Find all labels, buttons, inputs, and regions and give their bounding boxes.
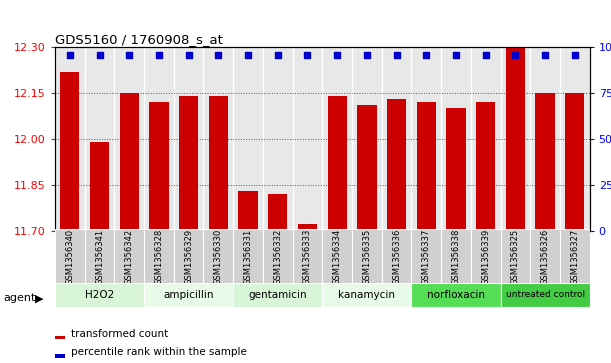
Bar <box>233 283 323 307</box>
Bar <box>263 229 293 285</box>
Text: transformed count: transformed count <box>71 329 168 339</box>
Bar <box>60 72 79 363</box>
Text: GSM1356341: GSM1356341 <box>95 229 104 285</box>
Point <box>422 53 431 58</box>
Point <box>392 53 401 58</box>
Bar <box>85 229 114 285</box>
Text: GSM1356325: GSM1356325 <box>511 229 520 285</box>
Bar <box>298 224 317 363</box>
Point <box>362 53 371 58</box>
Bar <box>55 336 65 339</box>
Bar <box>471 229 500 285</box>
Bar <box>90 142 109 363</box>
Bar <box>174 229 203 285</box>
Point <box>95 53 104 58</box>
Point <box>540 53 550 58</box>
Bar <box>565 93 584 363</box>
Bar <box>233 229 263 285</box>
Bar <box>55 229 85 285</box>
Point <box>213 53 223 58</box>
Point <box>302 53 312 58</box>
Text: GSM1356335: GSM1356335 <box>362 229 371 285</box>
Bar <box>209 96 228 363</box>
Bar <box>500 283 590 307</box>
Text: gentamicin: gentamicin <box>249 290 307 300</box>
Text: kanamycin: kanamycin <box>338 290 395 300</box>
Bar <box>203 229 233 285</box>
Text: GSM1356333: GSM1356333 <box>303 229 312 285</box>
Bar <box>387 99 406 363</box>
Text: GSM1356328: GSM1356328 <box>155 229 164 285</box>
Text: ▶: ▶ <box>35 293 44 303</box>
Bar <box>382 229 411 285</box>
Point <box>65 53 75 58</box>
Bar <box>506 47 525 363</box>
Text: ampicillin: ampicillin <box>163 290 214 300</box>
Point <box>481 53 491 58</box>
Bar <box>535 93 555 363</box>
Text: GSM1356329: GSM1356329 <box>184 229 193 285</box>
Bar <box>323 229 352 285</box>
Bar <box>293 229 323 285</box>
Point <box>184 53 194 58</box>
Point <box>451 53 461 58</box>
Bar <box>149 102 169 363</box>
Text: untreated control: untreated control <box>505 290 585 299</box>
Bar <box>357 105 376 363</box>
Bar <box>144 229 174 285</box>
Bar <box>120 93 139 363</box>
Bar <box>500 229 530 285</box>
Text: GDS5160 / 1760908_s_at: GDS5160 / 1760908_s_at <box>55 33 223 46</box>
Bar <box>417 102 436 363</box>
Text: GSM1356336: GSM1356336 <box>392 229 401 285</box>
Point <box>125 53 134 58</box>
Bar <box>144 283 233 307</box>
Text: GSM1356326: GSM1356326 <box>541 229 549 285</box>
Text: percentile rank within the sample: percentile rank within the sample <box>71 347 247 357</box>
Point <box>570 53 580 58</box>
Bar <box>352 229 382 285</box>
Text: GSM1356327: GSM1356327 <box>570 229 579 285</box>
Point <box>243 53 253 58</box>
Bar <box>323 283 411 307</box>
Bar <box>441 229 471 285</box>
Text: agent: agent <box>3 293 35 303</box>
Text: norfloxacin: norfloxacin <box>427 290 485 300</box>
Bar <box>114 229 144 285</box>
Bar <box>238 191 258 363</box>
Text: GSM1356330: GSM1356330 <box>214 229 223 285</box>
Point <box>332 53 342 58</box>
Bar <box>476 102 496 363</box>
Bar <box>268 194 287 363</box>
Bar <box>55 283 144 307</box>
Bar <box>411 229 441 285</box>
Bar <box>411 283 500 307</box>
Text: GSM1356342: GSM1356342 <box>125 229 134 285</box>
Text: GSM1356334: GSM1356334 <box>332 229 342 285</box>
Text: H2O2: H2O2 <box>85 290 114 300</box>
Bar <box>446 108 466 363</box>
Text: GSM1356339: GSM1356339 <box>481 229 490 285</box>
Text: GSM1356340: GSM1356340 <box>65 229 75 285</box>
Point <box>154 53 164 58</box>
Text: GSM1356332: GSM1356332 <box>273 229 282 285</box>
Text: GSM1356337: GSM1356337 <box>422 229 431 285</box>
Bar <box>560 229 590 285</box>
Point <box>510 53 520 58</box>
Bar <box>179 96 199 363</box>
Text: GSM1356331: GSM1356331 <box>244 229 252 285</box>
Point <box>273 53 283 58</box>
Bar <box>530 229 560 285</box>
Bar <box>327 96 347 363</box>
Bar <box>55 354 65 358</box>
Text: GSM1356338: GSM1356338 <box>452 229 461 285</box>
